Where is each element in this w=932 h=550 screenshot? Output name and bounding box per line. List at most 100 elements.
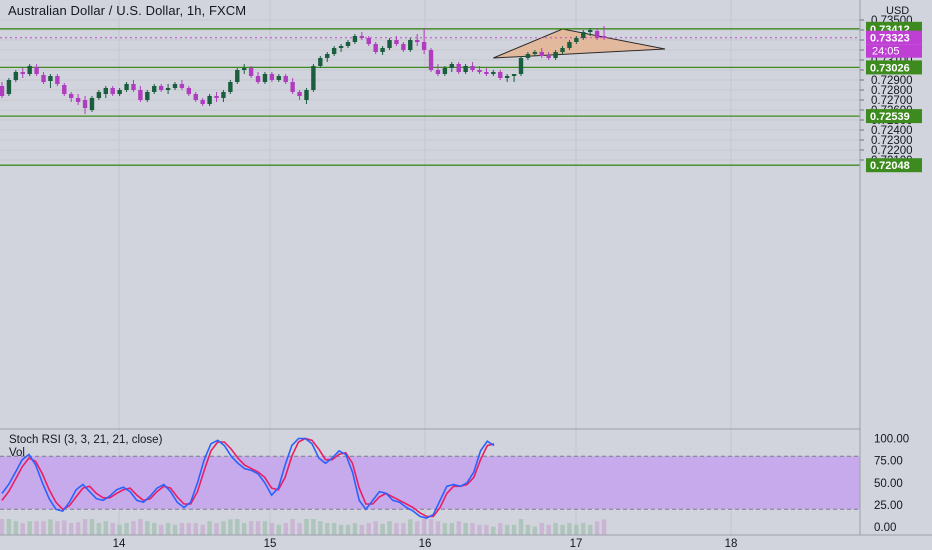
volume-bar xyxy=(297,523,302,535)
candle-body xyxy=(428,50,434,70)
candle-body xyxy=(69,94,74,98)
stoch-k-line xyxy=(1,437,495,519)
candle-body xyxy=(124,84,129,90)
level-price-tag xyxy=(866,109,922,124)
candle-body xyxy=(415,40,420,42)
candle-body xyxy=(574,38,579,42)
volume-bar xyxy=(41,521,46,535)
level-price-label: 0.72048 xyxy=(870,160,910,172)
candle-body xyxy=(283,76,288,82)
candle-body xyxy=(6,80,12,94)
candle-body xyxy=(352,36,358,42)
volume-bar xyxy=(179,523,185,535)
volume-bar xyxy=(352,523,358,535)
candle-body xyxy=(269,74,275,80)
candle-body xyxy=(304,90,309,100)
volume-bar xyxy=(242,523,247,535)
volume-bar xyxy=(110,523,115,535)
volume-bar xyxy=(435,521,441,535)
level-price-label: 0.72539 xyxy=(870,111,910,123)
countdown-label: 24:05 xyxy=(872,46,900,58)
volume-bar xyxy=(82,519,88,535)
candle-body xyxy=(131,84,136,90)
volume-bar xyxy=(449,523,454,535)
candle-body xyxy=(228,82,233,92)
volume-bar xyxy=(491,526,496,535)
candle-body xyxy=(394,40,399,44)
volume-bar xyxy=(428,519,434,535)
candle-body xyxy=(380,48,385,52)
time-axis: 14 15 16 17 18 xyxy=(0,534,932,550)
candle-body xyxy=(484,72,489,74)
overbought-oversold-band xyxy=(0,456,860,510)
candle-body xyxy=(408,40,413,50)
candle-body xyxy=(138,90,143,100)
candle-body xyxy=(359,36,365,38)
candle-body xyxy=(110,88,115,94)
candle-body xyxy=(498,72,503,78)
volume-bar xyxy=(574,524,579,535)
candle-body xyxy=(207,96,212,104)
candle-body xyxy=(525,54,531,58)
volume-bar xyxy=(338,524,344,535)
candle-body xyxy=(255,76,261,82)
candle-body xyxy=(373,44,378,52)
volume-bar xyxy=(75,522,81,535)
indicator-title: Stoch RSI (3, 3, 21, 21, close) xyxy=(9,434,163,446)
stoch-tick-label: 25.00 xyxy=(874,500,903,512)
candle-body xyxy=(248,68,254,76)
time-tick-label: 18 xyxy=(725,538,738,550)
volume-bar xyxy=(373,521,378,535)
candle-body xyxy=(518,58,524,74)
candle-body xyxy=(532,52,538,54)
volume-bar xyxy=(221,521,226,535)
volume-bar xyxy=(276,524,281,535)
candle-body xyxy=(89,98,95,110)
candle-body xyxy=(82,100,88,108)
candle-body xyxy=(158,86,164,90)
candle-body xyxy=(221,92,226,98)
volume-bar xyxy=(456,521,461,535)
candle-body xyxy=(179,84,185,88)
candle-body xyxy=(13,72,19,80)
candle-body xyxy=(325,54,330,58)
candle-body xyxy=(594,31,600,38)
time-tick-label: 16 xyxy=(419,538,432,550)
volume-bar xyxy=(290,519,295,535)
volume-bar xyxy=(131,521,136,535)
time-tick-label: 15 xyxy=(264,538,277,550)
volume-bars xyxy=(0,519,607,535)
volume-label: Vol xyxy=(9,447,25,459)
volume-bar xyxy=(214,523,219,535)
volume-bar xyxy=(394,523,399,535)
price-tick-label: 0.72300 xyxy=(871,135,913,147)
volume-bar xyxy=(421,519,427,535)
volume-bar xyxy=(62,520,67,535)
level-price-tag xyxy=(866,60,922,75)
volume-bar xyxy=(200,524,205,535)
volume-bar xyxy=(477,524,482,535)
volume-bar xyxy=(207,521,212,535)
candle-body xyxy=(34,67,39,74)
volume-bar xyxy=(55,521,60,535)
price-axis: USD0.735000.734000.733000.732000.731000.… xyxy=(859,0,932,535)
triangle-shape xyxy=(493,28,666,59)
volume-bar xyxy=(539,523,544,535)
volume-bar xyxy=(235,519,240,535)
currency-label: USD xyxy=(886,5,909,17)
price-tick-label: 0.72400 xyxy=(871,125,913,137)
volume-bar xyxy=(117,524,122,535)
current-price-tag xyxy=(866,30,922,45)
candle-body xyxy=(96,92,102,98)
candle-body xyxy=(172,84,178,88)
stoch-tick-label: 100.00 xyxy=(874,434,909,446)
volume-bar xyxy=(601,519,607,535)
candle-body xyxy=(421,42,427,50)
candle-body xyxy=(588,30,593,32)
volume-bar xyxy=(518,519,524,535)
volume-bar xyxy=(269,523,275,535)
volume-bar xyxy=(13,521,19,535)
candle-body xyxy=(366,38,371,44)
